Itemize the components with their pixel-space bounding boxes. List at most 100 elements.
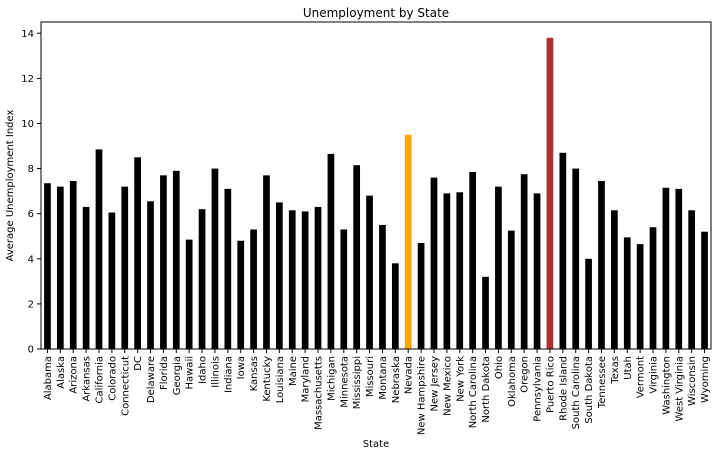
x-tick-label: North Carolina	[468, 356, 479, 428]
x-tick-label: New Hampshire	[417, 356, 428, 435]
x-tick-label: New York	[455, 356, 466, 402]
x-tick-label: Florida	[159, 356, 170, 390]
bar	[456, 192, 464, 349]
x-tick-label: Nevada	[404, 356, 415, 394]
bar	[224, 188, 232, 349]
x-tick-label: South Carolina	[571, 356, 582, 429]
bar	[443, 193, 451, 349]
bar	[559, 152, 567, 349]
x-tick-label: Wyoming	[700, 356, 711, 403]
bar	[495, 186, 502, 349]
x-tick-label: Puerto Rico	[545, 356, 556, 413]
bar	[237, 240, 245, 349]
x-axis: Alabama Alaska Arizona Arkansas California Co…	[43, 349, 711, 435]
y-tick-label: 8	[28, 164, 34, 175]
bar	[533, 193, 541, 349]
x-tick-label: Wisconsin	[687, 356, 698, 406]
plot-frame	[40, 21, 712, 350]
x-tick-label: Montana	[378, 356, 389, 400]
x-tick-label: Massachusetts	[314, 356, 325, 430]
x-tick-label: Nebraska	[391, 356, 402, 403]
x-tick-label: Indiana	[223, 356, 234, 393]
x-tick-label: Idaho	[198, 356, 209, 384]
x-tick-label: Colorado	[107, 356, 118, 401]
bar	[482, 276, 489, 349]
bar	[649, 227, 657, 349]
bar	[379, 224, 386, 349]
x-tick-label: Hawaii	[185, 356, 196, 390]
x-tick-label: North Dakota	[481, 356, 492, 423]
x-axis-label: State	[363, 439, 389, 450]
bar	[469, 171, 476, 349]
bar	[327, 153, 335, 349]
bar	[211, 168, 219, 349]
x-tick-label: Minnesota	[339, 356, 350, 408]
bar	[340, 229, 348, 349]
x-tick-label: Vermont	[636, 356, 647, 398]
x-tick-label: Missouri	[365, 356, 376, 397]
x-tick-label: Rhode Island	[558, 356, 569, 421]
bar	[507, 230, 515, 349]
x-tick-label: Kansas	[249, 356, 260, 391]
bar	[520, 174, 528, 349]
x-tick-label: Texas	[610, 356, 621, 385]
y-tick-label: 10	[21, 119, 34, 130]
y-tick-label: 0	[28, 345, 34, 356]
x-tick-label: California	[94, 356, 105, 404]
bar	[288, 210, 296, 349]
bar	[172, 170, 180, 349]
x-tick-label: Tennessee	[597, 356, 608, 409]
y-tick-label: 2	[28, 299, 34, 310]
y-tick-label: 4	[28, 254, 34, 265]
bar	[636, 244, 644, 349]
x-tick-label: Delaware	[146, 356, 157, 403]
bar	[44, 183, 51, 349]
bar	[95, 149, 103, 349]
y-tick-label: 14	[21, 29, 34, 40]
bar	[147, 201, 154, 349]
x-tick-label: Ohio	[494, 356, 505, 379]
x-tick-label: Iowa	[236, 356, 247, 379]
y-tick-label: 6	[28, 209, 34, 220]
bar	[391, 263, 399, 349]
bar	[598, 180, 605, 349]
bar	[82, 206, 90, 349]
bar	[701, 231, 708, 349]
x-tick-label: Illinois	[210, 356, 221, 388]
bar	[572, 168, 580, 349]
bar	[417, 243, 425, 349]
bar	[314, 206, 322, 349]
bar	[611, 210, 618, 349]
x-tick-label: Alaska	[56, 356, 67, 389]
x-tick-label: Alabama	[43, 356, 54, 400]
y-tick-label: 12	[21, 74, 34, 85]
bar	[430, 177, 438, 349]
x-tick-label: Virginia	[649, 356, 660, 394]
bar	[675, 188, 683, 349]
x-tick-label: Oklahoma	[507, 356, 518, 407]
y-axis: 0 2 4 6 8 10 12 14	[21, 29, 41, 356]
bar	[353, 165, 361, 349]
x-tick-label: West Virginia	[674, 356, 685, 421]
x-tick-label: Pennsylvania	[533, 356, 544, 422]
x-tick-label: New Mexico	[442, 356, 453, 416]
bar	[185, 239, 193, 349]
bar	[121, 186, 129, 349]
x-tick-label: Connecticut	[120, 356, 131, 416]
x-tick-label: DC	[133, 356, 144, 371]
x-tick-label: Michigan	[326, 356, 337, 401]
bar	[250, 229, 257, 349]
x-tick-label: Kentucky	[262, 356, 273, 402]
bar	[198, 209, 206, 349]
bar	[623, 237, 631, 349]
x-tick-label: Louisiana	[275, 356, 286, 403]
bar	[366, 195, 373, 349]
bar	[276, 202, 283, 349]
bars	[44, 37, 708, 350]
bar	[546, 37, 554, 350]
x-tick-label: Mississippi	[352, 356, 363, 409]
x-tick-label: Maine	[288, 356, 299, 386]
x-tick-label: Arkansas	[82, 356, 93, 402]
x-tick-label: Maryland	[301, 356, 312, 402]
